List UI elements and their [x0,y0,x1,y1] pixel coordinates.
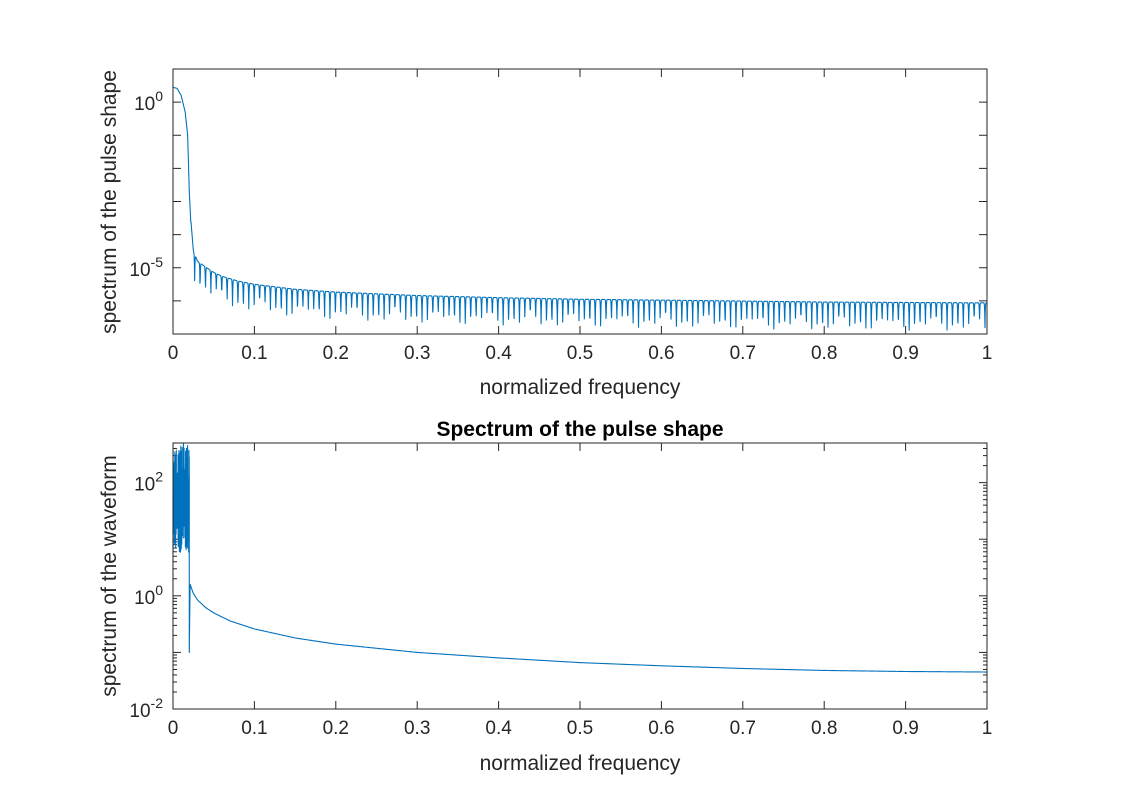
bottom-chart-title: Spectrum of the pulse shape [436,418,723,441]
x-tick-label: 0.5 [567,718,593,739]
bottom-ticks [172,442,988,710]
bottom-axes-box [172,442,988,710]
bottom-x-axis-label: normalized frequency [480,752,681,775]
x-tick-label: 1 [982,718,993,739]
y-tick-label: 102 [134,469,163,496]
x-tick-label: 0.2 [323,718,349,739]
x-tick-label: 0.9 [892,718,918,739]
x-tick-label: 0.3 [404,718,430,739]
x-tick-label: 0.4 [485,343,512,364]
top-axes: 0 0.1 0.2 0.3 0.4 0.5 0.6 0.7 0.8 0.9 1 100 10-5 no… [98,68,993,399]
top-series-layer [172,86,988,331]
x-tick-label: 0.8 [811,718,837,739]
bottom-ytick-labels: 10-2 100 102 [129,469,163,722]
series-line [172,443,988,673]
x-tick-label: 1 [982,343,993,364]
y-tick-label: 10-5 [129,254,163,281]
x-tick-label: 0.9 [892,343,918,364]
top-x-axis-label: normalized frequency [480,376,681,399]
y-tick-label: 100 [134,582,163,609]
bottom-xtick-labels: 0 0.1 0.2 0.3 0.4 0.5 0.6 0.7 0.8 0.9 1 [168,718,993,739]
bottom-series-layer [172,443,988,673]
x-tick-label: 0.1 [241,718,267,739]
x-tick-label: 0.7 [730,718,756,739]
series-line [172,86,988,331]
bottom-y-axis-label: spectrum of the waveform [98,455,121,697]
top-y-axis-label: spectrum of the pulse shape [98,70,121,334]
x-tick-label: 0.6 [648,718,674,739]
x-tick-label: 0.3 [404,343,430,364]
x-tick-label: 0.1 [241,343,267,364]
y-tick-label: 100 [134,88,163,115]
x-tick-label: 0.2 [323,343,349,364]
x-tick-label: 0 [168,718,179,739]
x-tick-label: 0 [168,343,179,364]
top-ytick-labels: 100 10-5 [129,88,163,281]
x-tick-label: 0.5 [567,343,593,364]
x-tick-label: 0.7 [730,343,756,364]
x-tick-label: 0.8 [811,343,837,364]
x-tick-label: 0.6 [648,343,674,364]
top-ticks [172,68,988,335]
top-axes-box [172,68,988,335]
bottom-axes: Spectrum of the pulse shape 0 0.1 0.2 0.3 0.… [98,418,992,775]
x-tick-label: 0.4 [485,718,512,739]
y-tick-label: 10-2 [129,695,163,722]
top-xtick-labels: 0 0.1 0.2 0.3 0.4 0.5 0.6 0.7 0.8 0.9 1 [168,343,993,364]
